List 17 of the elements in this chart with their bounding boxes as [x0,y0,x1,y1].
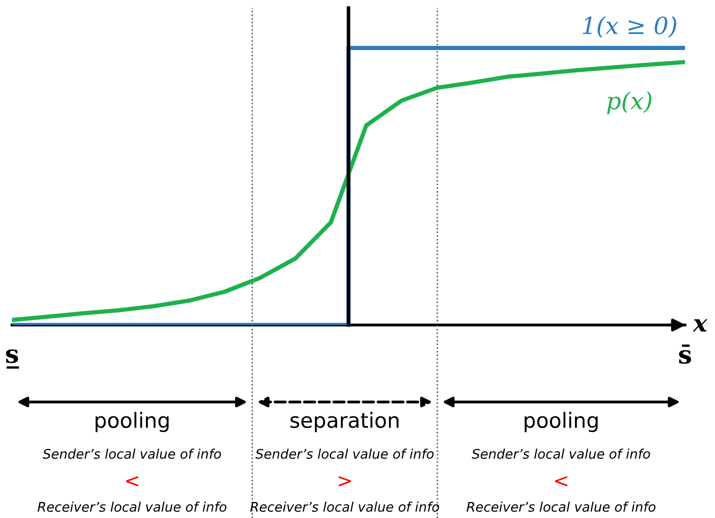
text: < [555,476,568,486]
text: Sender’s local value of info [472,448,650,459]
text: > [338,476,351,486]
text: Receiver’s local value of info [250,502,440,512]
text: < [126,476,138,486]
text: pooling [96,412,169,432]
series-label: p(x) [607,91,652,114]
text: pooling [524,412,598,432]
series-label: 1(x ≥ 0) [582,16,676,38]
text: Receiver’s local value of info [38,502,226,512]
text: Sender’s local value of info [255,448,434,459]
x-tick-label: s̲ [6,349,20,369]
x-axis-title: x [692,319,708,332]
text: Receiver’s local value of info [466,502,656,512]
x-tick-label: s̄ [679,344,692,364]
text: Sender’s local value of info [42,448,221,459]
text: separation [290,412,398,432]
